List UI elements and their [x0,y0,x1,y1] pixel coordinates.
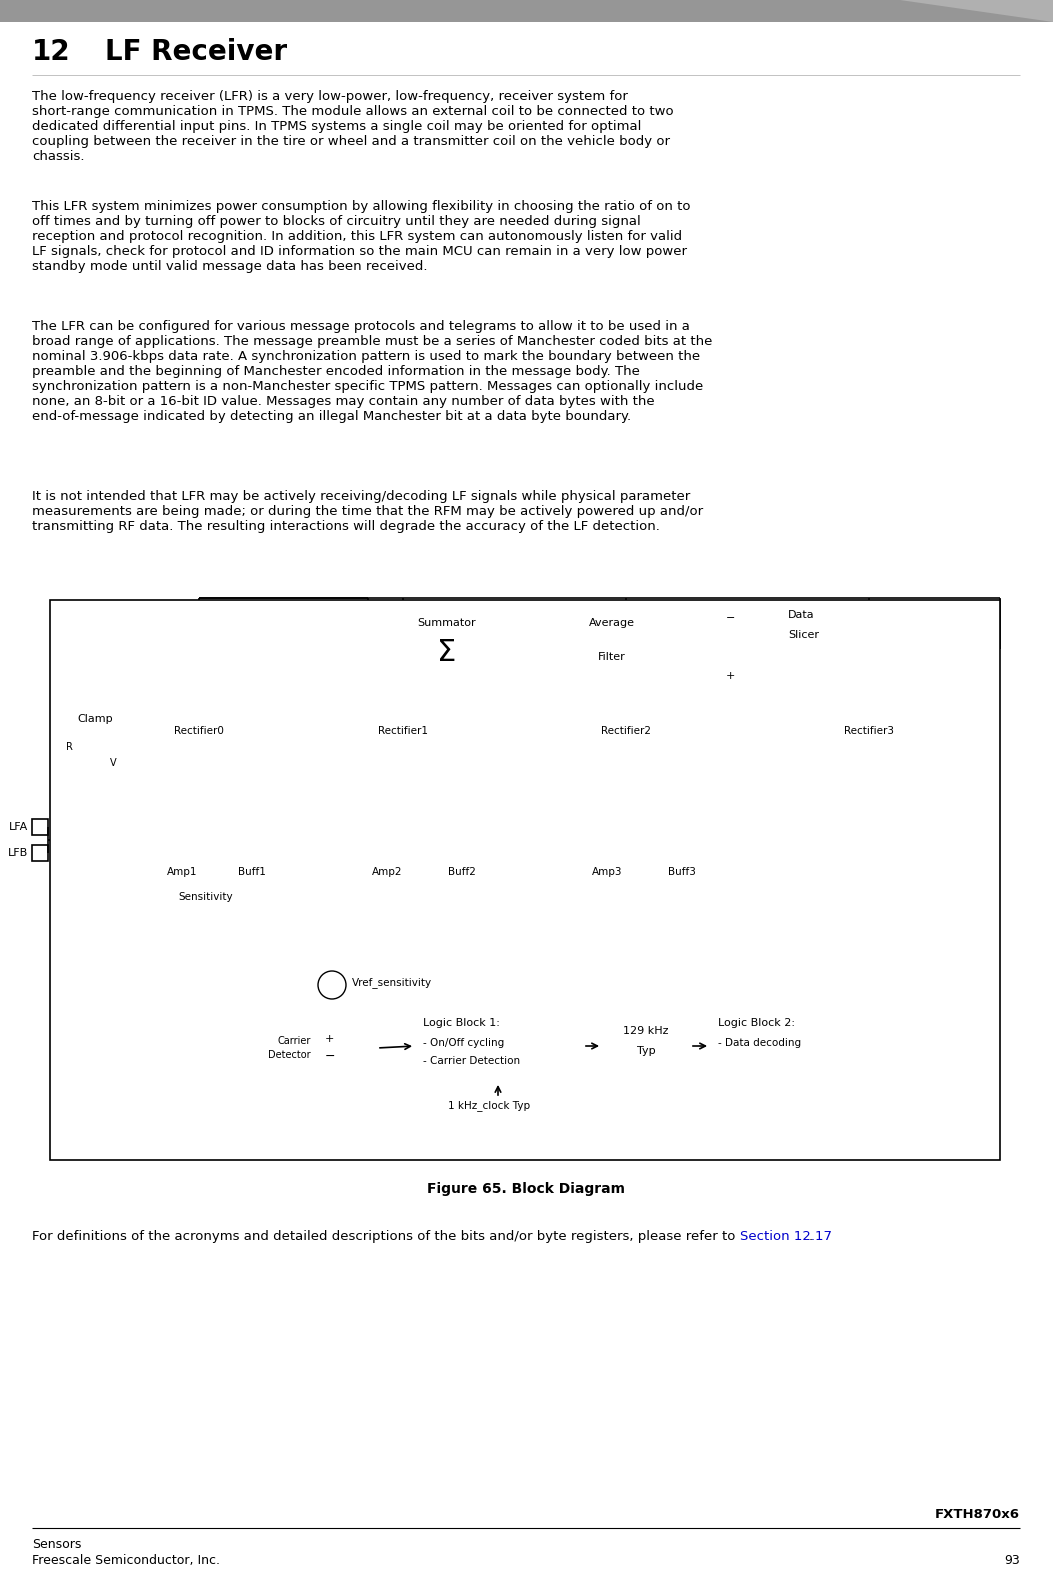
Text: Typ: Typ [637,1045,655,1056]
Text: Section 12.17: Section 12.17 [739,1229,832,1243]
Text: Logic Block 1:: Logic Block 1: [423,1019,500,1028]
Bar [575,720,677,794]
Text: Rectifier3: Rectifier3 [845,726,894,736]
Text: Rectifier1: Rectifier1 [378,726,428,736]
Text: Rectifier0: Rectifier0 [174,726,224,736]
Text: Rectifier2: Rectifier2 [601,726,651,736]
Bar [148,720,250,794]
Text: Logic Block 2:: Logic Block 2: [718,1019,795,1028]
Text: Detector: Detector [269,1050,311,1060]
Text: 129 kHz: 129 kHz [623,1027,669,1036]
Polygon shape [580,817,635,863]
Text: +: + [325,1034,335,1044]
Polygon shape [435,817,490,863]
Text: - Data decoding: - Data decoding [718,1038,801,1049]
Bar [352,720,454,794]
Text: Data: Data [788,610,815,619]
Text: +: + [726,671,735,681]
Text: Average: Average [589,618,635,627]
Bar [555,610,670,692]
Bar [52,707,138,806]
Text: 12: 12 [32,38,71,66]
Polygon shape [391,755,412,775]
Text: Buff3: Buff3 [668,868,696,877]
Text: The LFR can be configured for various message protocols and telegrams to allow i: The LFR can be configured for various me… [32,321,713,423]
Bar [710,1009,872,1082]
Text: Filter: Filter [598,652,625,662]
Text: Figure 65. Block Diagram: Figure 65. Block Diagram [428,1182,625,1196]
Bar [32,819,48,835]
Text: −: − [325,1050,336,1063]
Text: 1 kHz_clock Typ: 1 kHz_clock Typ [448,1100,530,1111]
Text: - On/Off cycling: - On/Off cycling [423,1038,504,1049]
Bar [415,1009,583,1082]
Polygon shape [187,755,208,775]
Text: Carrier: Carrier [278,1036,311,1045]
Text: LFB: LFB [7,847,28,858]
Polygon shape [655,817,710,863]
Text: - Carrier Detection: - Carrier Detection [423,1056,520,1066]
Text: This LFR system minimizes power consumption by allowing flexibility in choosing : This LFR system minimizes power consumpt… [32,200,691,274]
Polygon shape [155,817,210,863]
Polygon shape [315,1020,377,1075]
Polygon shape [720,605,782,693]
Text: V: V [110,758,117,769]
Bar [818,720,920,794]
Polygon shape [614,755,635,775]
Text: 93: 93 [1005,1555,1020,1567]
Bar [49,601,1000,1160]
Text: R: R [66,742,73,751]
Polygon shape [225,817,280,863]
Text: Amp3: Amp3 [592,868,622,877]
Bar [390,610,505,692]
Text: .: . [809,1229,813,1243]
Text: It is not intended that LFR may be actively receiving/decoding LF signals while : It is not intended that LFR may be activ… [32,490,703,533]
Bar [0,0,1053,22]
Text: Σ: Σ [437,638,457,667]
Bar [602,1009,690,1082]
Text: Sensitivity: Sensitivity [178,891,233,902]
Text: Freescale Semiconductor, Inc.: Freescale Semiconductor, Inc. [32,1555,220,1567]
Text: Amp2: Amp2 [372,868,402,877]
Text: Buff2: Buff2 [449,868,476,877]
Text: Buff1: Buff1 [238,868,266,877]
Bar [32,846,48,861]
Text: Slicer: Slicer [788,630,819,640]
Polygon shape [857,755,878,775]
Text: LFA: LFA [8,822,28,832]
Text: Vref_sensitivity: Vref_sensitivity [352,978,432,987]
Text: Clamp: Clamp [77,714,113,725]
Text: LF Receiver: LF Receiver [105,38,287,66]
Polygon shape [900,0,1053,22]
Text: FXTH870x6: FXTH870x6 [935,1508,1020,1522]
Text: −: − [726,613,735,623]
Text: For definitions of the acronyms and detailed descriptions of the bits and/or byt: For definitions of the acronyms and deta… [32,1229,739,1243]
Text: Amp1: Amp1 [166,868,197,877]
Text: Summator: Summator [418,618,476,627]
Polygon shape [360,817,415,863]
Text: Sensors: Sensors [32,1537,81,1552]
Text: The low-frequency receiver (LFR) is a very low-power, low-frequency, receiver sy: The low-frequency receiver (LFR) is a ve… [32,90,674,163]
